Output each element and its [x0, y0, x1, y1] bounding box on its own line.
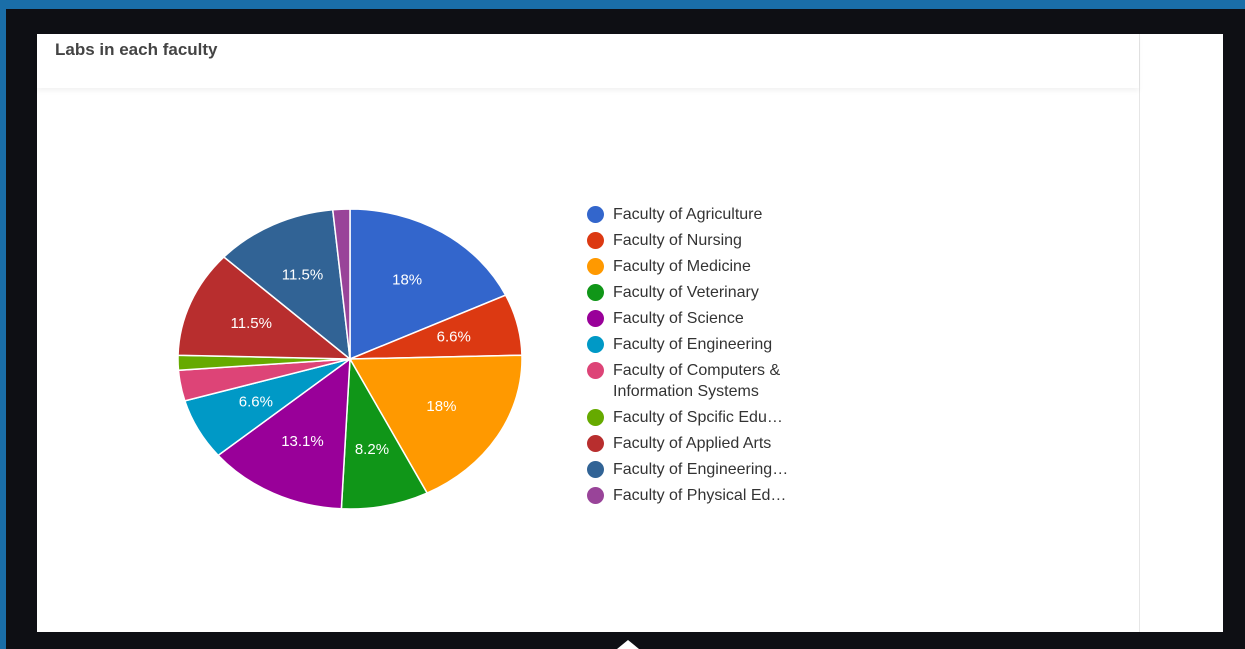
legend-swatch: [587, 435, 604, 452]
legend-item: Faculty of Engineering…: [587, 459, 818, 480]
legend-swatch: [587, 487, 604, 504]
legend-swatch: [587, 258, 604, 275]
pie-slice: [217, 357, 351, 510]
legend-label: Faculty of Engineering: [613, 336, 773, 353]
legend-label: Faculty of Physical Ed…: [613, 487, 787, 504]
legend-swatch: [587, 409, 604, 426]
legend-label: Faculty of Medicine: [613, 258, 751, 275]
slice-label: 8.2%: [355, 441, 389, 458]
legend-label: Faculty of Science: [613, 310, 744, 327]
legend-label: Faculty of Agriculture: [613, 206, 763, 223]
legend-swatch: [587, 362, 604, 379]
side-panel: [1139, 34, 1223, 632]
legend-swatch: [587, 310, 604, 327]
legend-swatch: [587, 461, 604, 478]
legend-swatch: [587, 336, 604, 353]
slice-label: 11.5%: [231, 315, 272, 332]
legend-label: Faculty of Veterinary: [613, 284, 759, 301]
legend-swatch: [587, 284, 604, 301]
legend-item: Faculty of Engineering: [587, 334, 818, 355]
pie-slice: [222, 208, 351, 361]
slice-label: 6.6%: [239, 394, 273, 411]
legend-label: Faculty of Engineering…: [613, 461, 789, 478]
slice-label: 18%: [426, 398, 456, 415]
card-header: Labs in each faculty: [37, 34, 1139, 88]
legend-label: Faculty of Spcific Edu…: [613, 409, 783, 426]
pie-slice: [349, 208, 507, 361]
legend-item: Faculty of Science: [587, 308, 818, 329]
slice-label: 18%: [392, 271, 422, 288]
legend-swatch: [587, 232, 604, 249]
slice-label: 13.1%: [281, 433, 324, 450]
pie-slice: [348, 354, 523, 495]
pie-slice: [331, 208, 351, 360]
legend-item: Faculty of Nursing: [587, 230, 818, 251]
legend-item: Faculty of Agriculture: [587, 204, 818, 225]
legend-item: Faculty of Medicine: [587, 256, 818, 277]
slice-label: 6.6%: [437, 329, 471, 346]
pie-slice: [177, 256, 353, 360]
legend-item: Faculty of Physical Ed…: [587, 485, 818, 506]
chart-title: Labs in each faculty: [55, 40, 218, 59]
legend-item: Faculty of Computers & Information Syste…: [587, 360, 818, 402]
top-bar: [0, 0, 1245, 9]
legend-item: Faculty of Veterinary: [587, 282, 818, 303]
legend: Faculty of Agriculture Faculty of Nursing…: [587, 204, 818, 511]
legend-swatch: [587, 206, 604, 223]
legend-label: Faculty of Nursing: [613, 232, 742, 249]
pie-slice: [340, 356, 429, 510]
legend-item: Faculty of Applied Arts: [587, 433, 818, 454]
legend-label: Faculty of Computers & Information Syste…: [613, 362, 781, 400]
left-bar: [0, 0, 6, 649]
pointer: [617, 640, 639, 649]
legend-item: Faculty of Spcific Edu…: [587, 407, 818, 428]
legend-label: Faculty of Applied Arts: [613, 435, 772, 452]
slice-label: 11.5%: [282, 267, 323, 284]
